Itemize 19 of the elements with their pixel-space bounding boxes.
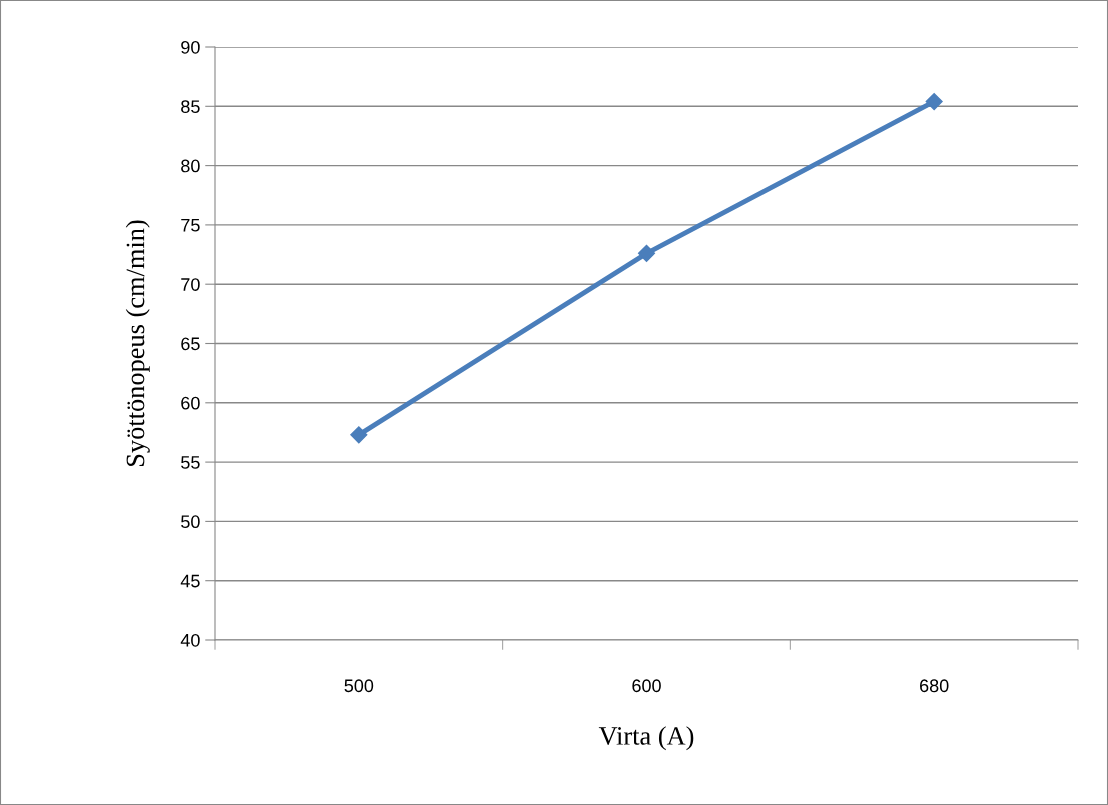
point xyxy=(925,93,943,111)
x-tick-label: 680 xyxy=(920,679,949,693)
y-tick-label: 55 xyxy=(181,456,200,469)
y-tick-label: 45 xyxy=(180,574,200,588)
x-tick-label: 600 xyxy=(632,679,661,693)
y-tick-label: 75 xyxy=(181,219,200,232)
y-tick-label: 80 xyxy=(181,159,200,173)
point xyxy=(350,426,368,444)
y-tick-label: 85 xyxy=(181,100,200,114)
x-axis-title: Virta (A) xyxy=(598,726,694,751)
x-tick-label: 500 xyxy=(344,679,374,693)
point xyxy=(637,244,656,262)
y-tick-label: 50 xyxy=(181,515,200,529)
y-tick-label: 65 xyxy=(181,337,200,351)
y-tick-label: 60 xyxy=(181,396,200,410)
y-tick-label: 40 xyxy=(180,633,200,647)
y-axis-title: Syöttönopeus (cm/min) xyxy=(125,220,150,466)
y-tick-label: 90 xyxy=(181,40,200,54)
y-tick-label: 70 xyxy=(181,278,200,291)
